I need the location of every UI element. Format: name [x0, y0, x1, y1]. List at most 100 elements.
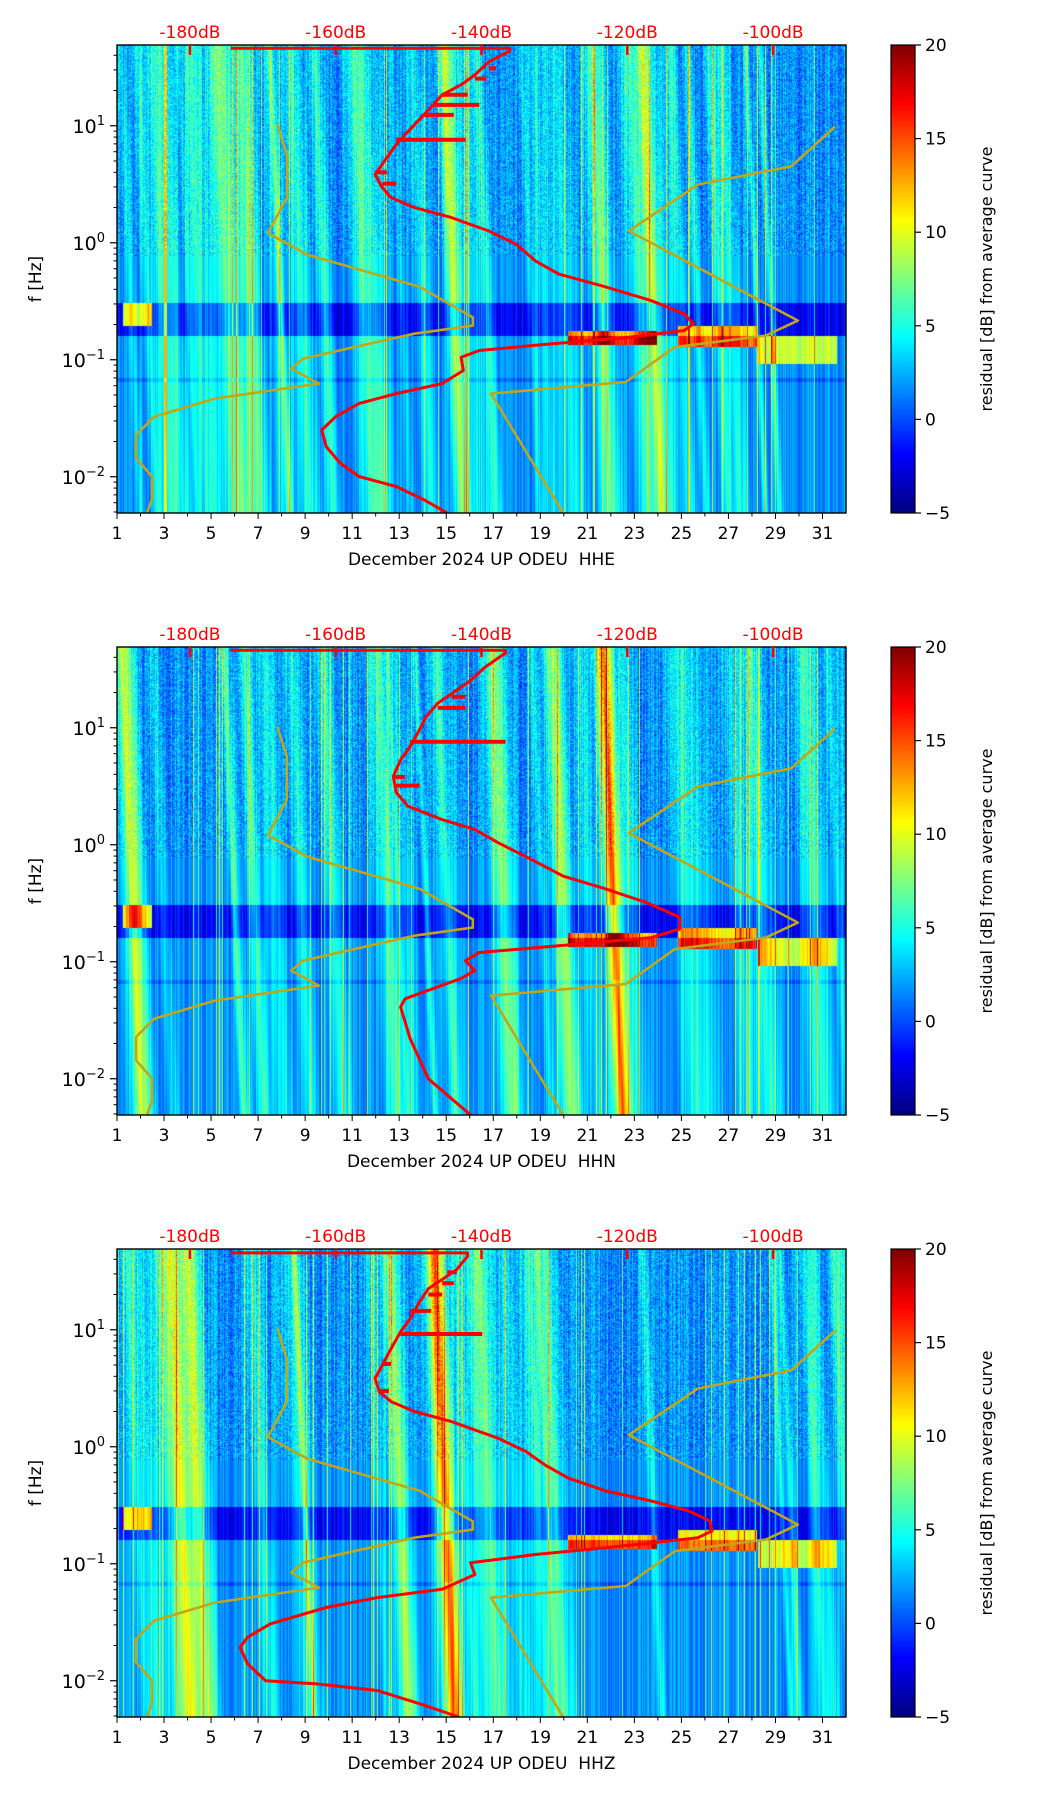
x-tick-label: 21 [577, 524, 599, 544]
y-tick-label: 10−1 [62, 1552, 105, 1576]
colorbar-tick-label: 10 [925, 825, 947, 845]
spectrogram-panel: -180dB -160dB -140dB -120dB -100dB 1 3 5 7 9 11 13 1… [0, 602, 1052, 1204]
x-tick-label: 7 [253, 1728, 264, 1748]
x-tick-label: 29 [765, 1728, 787, 1748]
x-tick-label: 27 [718, 1126, 740, 1146]
y-tick-label: 10−2 [62, 1669, 105, 1693]
spectrogram-image [117, 45, 846, 513]
x-tick-label: 13 [388, 1728, 410, 1748]
colorbar-tick-label: 15 [925, 1334, 947, 1354]
axes-frame [116, 646, 847, 1116]
y-tick-label: 10−2 [62, 1067, 105, 1091]
x-tick-label: 1 [112, 524, 123, 544]
colorbar-frame [890, 646, 916, 1116]
x-tick-label: 1 [112, 1126, 123, 1146]
x-axis-label: December 2024 UP ODEU HHN [347, 1152, 616, 1172]
x-tick-label: 9 [300, 524, 311, 544]
axes-frame [116, 1248, 847, 1718]
x-tick-label: 11 [341, 524, 363, 544]
x-tick-label: 25 [671, 1126, 693, 1146]
colorbar-tick-label: 5 [925, 919, 936, 939]
curves [134, 1251, 836, 1717]
x-tick-label: 19 [529, 1728, 551, 1748]
db-tick-label: -120dB [597, 1227, 658, 1247]
colorbar-tick-label: 20 [925, 638, 947, 658]
colorbar [891, 45, 915, 513]
colorbar-frame [890, 1248, 916, 1718]
db-tick-label: -180dB [159, 23, 220, 43]
db-tick-label: -100dB [743, 625, 804, 645]
x-tick-label: 9 [300, 1126, 311, 1146]
x-tick-label: 1 [112, 1728, 123, 1748]
x-axis-label: December 2024 UP ODEU HHZ [348, 1754, 616, 1774]
y-tick-label: 10−1 [62, 950, 105, 974]
x-tick-label: 23 [624, 1126, 646, 1146]
x-tick-label: 31 [812, 524, 834, 544]
x-tick-label: 21 [577, 1728, 599, 1748]
noise-model-line [489, 727, 836, 1115]
y-tick-label: 101 [73, 716, 105, 740]
colorbar-frame [890, 44, 916, 514]
colorbar-tick-label: 10 [925, 223, 947, 243]
x-tick-label: 21 [577, 1126, 599, 1146]
db-tick-label: -160dB [305, 23, 366, 43]
db-tick-label: -100dB [743, 23, 804, 43]
spectrogram-image [117, 647, 846, 1115]
x-tick-label: 29 [765, 524, 787, 544]
y-axis-label: f [Hz] [26, 858, 46, 904]
db-tick-label: -180dB [159, 625, 220, 645]
y-tick-label: 10−1 [62, 348, 105, 372]
db-tick-label: -140dB [451, 23, 512, 43]
x-tick-label: 3 [159, 1728, 170, 1748]
x-tick-label: 9 [300, 1728, 311, 1748]
x-tick-label: 15 [435, 1728, 457, 1748]
y-tick-label: 101 [73, 1318, 105, 1342]
y-tick-label: 101 [73, 114, 105, 138]
db-tick-label: -160dB [305, 1227, 366, 1247]
db-tick-label: -120dB [597, 625, 658, 645]
colorbar-tick-label: 0 [925, 410, 936, 430]
colorbar-label: residual [dB] from average curve [977, 1351, 996, 1616]
x-tick-label: 31 [812, 1728, 834, 1748]
db-tick-label: -180dB [159, 1227, 220, 1247]
db-tick-label: -100dB [743, 1227, 804, 1247]
colorbar-tick-label: 5 [925, 317, 936, 337]
curves [134, 46, 836, 513]
colorbar-tick-label: −5 [925, 1708, 950, 1728]
x-tick-label: 23 [624, 524, 646, 544]
x-tick-label: 27 [718, 1728, 740, 1748]
spectrogram-image [117, 1249, 846, 1717]
x-tick-label: 17 [482, 1728, 504, 1748]
x-tick-label: 19 [529, 524, 551, 544]
x-tick-label: 15 [435, 524, 457, 544]
x-tick-label: 3 [159, 524, 170, 544]
colorbar-tick-label: 15 [925, 130, 947, 150]
colorbar [891, 1249, 915, 1717]
y-tick-label: 100 [73, 1435, 105, 1459]
average-psd-line [230, 46, 696, 513]
x-tick-label: 13 [388, 524, 410, 544]
x-tick-label: 13 [388, 1126, 410, 1146]
spectrogram-panel: -180dB -160dB -140dB -120dB -100dB 1 3 5 7 9 11 13 1… [0, 1204, 1052, 1806]
noise-model-line [134, 1328, 475, 1717]
x-tick-label: 5 [206, 1728, 217, 1748]
x-tick-label: 5 [206, 524, 217, 544]
y-tick-label: 100 [73, 231, 105, 255]
colorbar-tick-label: −5 [925, 1106, 950, 1126]
x-tick-label: 3 [159, 1126, 170, 1146]
colorbar-tick-label: 20 [925, 1240, 947, 1260]
x-tick-label: 29 [765, 1126, 787, 1146]
colorbar-label: residual [dB] from average curve [977, 749, 996, 1014]
noise-model-line [134, 726, 475, 1115]
colorbar-tick-label: 0 [925, 1012, 936, 1032]
db-tick-label: -120dB [597, 23, 658, 43]
curves [134, 648, 836, 1115]
db-tick-label: -160dB [305, 625, 366, 645]
x-tick-label: 31 [812, 1126, 834, 1146]
x-tick-label: 17 [482, 524, 504, 544]
y-tick-label: 100 [73, 833, 105, 857]
spectrogram-panel: -180dB -160dB -140dB -120dB -100dB 1 3 5 7 9 11 13 1… [0, 0, 1052, 602]
y-axis-label: f [Hz] [26, 256, 46, 302]
x-axis-label: December 2024 UP ODEU HHE [348, 550, 615, 570]
